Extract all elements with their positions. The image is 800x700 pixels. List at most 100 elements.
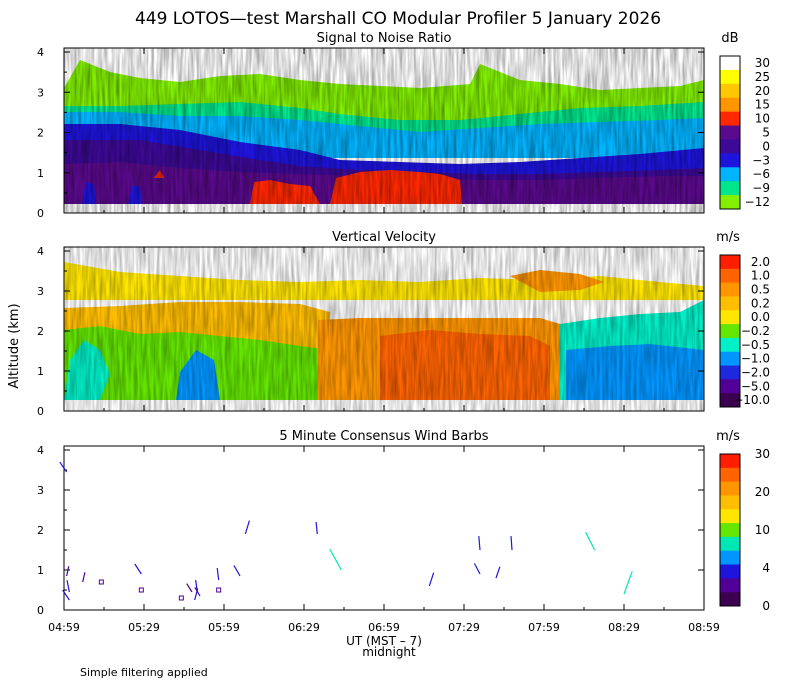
colorbar-swatch <box>720 139 740 154</box>
snr-units: dB <box>721 31 738 46</box>
x-tick-label: 04:59 <box>48 621 80 634</box>
colorbar-label: −9 <box>752 181 770 195</box>
x-tick-label: 05:59 <box>208 621 240 634</box>
colorbar-frame <box>719 254 741 408</box>
colorbar-label: 1.0 <box>751 269 770 283</box>
colorbar-label: 0.0 <box>751 310 770 324</box>
calm-wind-marker <box>98 579 104 585</box>
y-tick-label: 3 <box>37 285 44 298</box>
colorbar-swatch <box>720 296 740 311</box>
y-tick-label: 1 <box>37 167 44 180</box>
x-tick-label: 07:29 <box>448 621 480 634</box>
y-tick-label: 4 <box>37 245 44 258</box>
x-tick-label: 06:59 <box>368 621 400 634</box>
colorbar-label: −2.0 <box>741 365 770 379</box>
wind-barb <box>585 531 596 551</box>
colorbar-swatch <box>720 592 740 607</box>
colorbar-swatch <box>720 578 740 593</box>
wind-units: m/s <box>716 429 740 444</box>
y-tick-label: 2 <box>37 127 44 140</box>
colorbar-swatch <box>720 69 740 85</box>
colorbars: 302520151050−3−6−9−122.01.00.50.20.0−0.2… <box>719 55 770 613</box>
calm-wind-marker <box>138 587 144 593</box>
colorbar-swatch <box>720 282 740 297</box>
colorbar-frame <box>719 453 741 607</box>
colorbar-label: 2.0 <box>751 255 770 269</box>
colorbar-label: 10 <box>755 112 770 126</box>
colorbar-swatch <box>720 56 740 71</box>
wind-barb <box>62 589 70 601</box>
wind-barb <box>66 580 70 593</box>
colorbar-swatch <box>720 379 740 394</box>
wind-barb <box>428 572 435 587</box>
colorbar-label: −12 <box>745 195 770 209</box>
colorbar-swatch <box>720 393 740 408</box>
x-axis-ticks: 04:59 05:29 05:59 06:29 06:59 07:29 07:59 08:29… <box>48 48 720 634</box>
colorbar-label: −6 <box>752 167 770 181</box>
wind-barbs-frame <box>63 445 705 611</box>
filtering-note: Simple filtering applied <box>80 666 208 679</box>
wind-barb <box>473 563 481 575</box>
y-tick-label: 4 <box>37 46 44 59</box>
colorbar-label: 25 <box>755 70 770 84</box>
colorbar-label: −3 <box>752 153 770 167</box>
y-tick-label: 1 <box>37 564 44 577</box>
wind-barb <box>59 461 68 473</box>
wind-barbs <box>59 461 633 601</box>
colorbar-label: 20 <box>755 485 770 499</box>
panel-title-velocity: Vertical Velocity <box>332 230 436 245</box>
y-axis-label: Altitude (km) <box>7 303 22 388</box>
colorbar-swatch <box>720 454 740 469</box>
colorbar-swatch <box>720 467 740 483</box>
wind-barb <box>233 565 241 577</box>
panel-title-snr: Signal to Noise Ratio <box>317 31 452 46</box>
wind-barb <box>66 566 70 577</box>
figure-title: 449 LOTOS—test Marshall CO Modular Profi… <box>135 9 661 29</box>
colorbar-swatch <box>720 255 740 270</box>
colorbar-swatch <box>720 481 740 496</box>
wind-barb <box>194 587 201 597</box>
y-tick-label: 0 <box>37 207 44 220</box>
colorbar-swatch <box>720 550 740 566</box>
colorbar-swatch <box>720 195 740 210</box>
wind-barb <box>134 563 142 575</box>
x-tick-label: 06:29 <box>288 621 320 634</box>
x-tick-label: 08:29 <box>608 621 640 634</box>
colorbar-label: 30 <box>755 447 770 461</box>
colorbar-swatch <box>720 167 740 182</box>
velocity-heatmap <box>64 247 704 411</box>
colorbar-label: 0.2 <box>751 296 770 310</box>
colorbar-label: 4 <box>762 561 770 575</box>
colorbar-swatch <box>720 337 740 353</box>
colorbar-swatch <box>720 564 740 579</box>
x-tick-label: 07:59 <box>528 621 560 634</box>
colorbar-label: −1.0 <box>741 352 770 366</box>
wind-barb <box>510 535 513 551</box>
wind-barb <box>315 522 318 535</box>
wind-barb <box>329 548 342 571</box>
x-axis-sublabel: midnight <box>362 645 416 659</box>
colorbar-swatch <box>720 536 740 552</box>
wind-barb <box>495 566 501 579</box>
x-tick-label: 05:29 <box>128 621 160 634</box>
calm-wind-marker <box>178 595 184 601</box>
colorbar-swatch <box>720 83 740 99</box>
colorbar-label: −0.2 <box>741 324 770 338</box>
colorbar-label: 0 <box>762 599 770 613</box>
colorbar-swatch <box>720 125 740 140</box>
colorbar-swatch <box>720 495 740 510</box>
y-tick-label: 2 <box>37 524 44 537</box>
x-axis-label: UT (MST – 7) <box>346 634 422 648</box>
y-axis-ticks: 0 1 2 3 4 0 1 2 3 4 0 1 2 3 4 <box>37 46 704 617</box>
velocity-units: m/s <box>716 230 740 245</box>
colorbar-swatch <box>720 523 740 538</box>
colorbar-label: 5 <box>762 126 770 140</box>
colorbar-swatch <box>720 268 740 284</box>
wind-barb <box>623 571 633 595</box>
colorbar-label: 10 <box>755 523 770 537</box>
colorbar-label: −10.0 <box>733 393 770 407</box>
calm-wind-marker <box>216 587 222 593</box>
x-tick-label: 08:59 <box>688 621 720 634</box>
y-tick-label: 3 <box>37 484 44 497</box>
